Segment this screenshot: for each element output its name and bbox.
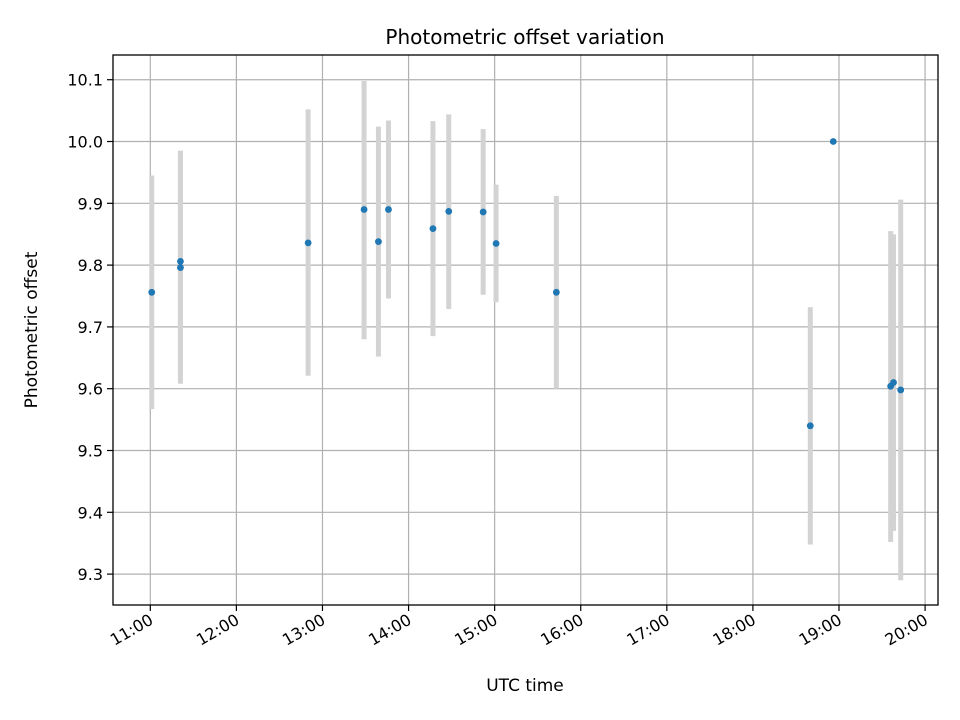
y-tick-label: 9.4 — [78, 503, 103, 522]
data-point — [177, 258, 184, 265]
data-point — [479, 208, 487, 216]
data-point — [897, 386, 905, 394]
x-tick-label: 13:00 — [279, 610, 328, 650]
y-tick-label: 10.1 — [67, 71, 103, 90]
data-point — [806, 422, 814, 430]
y-tick-label: 10.0 — [67, 133, 103, 152]
data-point — [375, 238, 382, 246]
x-tick-label: 12:00 — [193, 610, 242, 650]
y-axis-ticks: 9.3 9.4 9.5 9.6 9.7 9.8 9.9 10.0 10.1 — [67, 71, 113, 584]
data-point — [148, 288, 156, 296]
x-tick-label: 14:00 — [365, 610, 414, 650]
x-tick-label: 19:00 — [796, 610, 845, 650]
y-tick-label: 9.9 — [78, 194, 103, 213]
x-axis-label: UTC time — [486, 676, 564, 696]
data-point — [429, 225, 437, 233]
x-tick-label: 18:00 — [709, 610, 758, 650]
y-tick-label: 9.8 — [78, 256, 103, 275]
data-point — [552, 288, 560, 296]
y-axis-label: Photometric offset — [22, 251, 42, 408]
y-tick-label: 9.6 — [78, 380, 103, 399]
x-tick-label: 16:00 — [537, 610, 586, 650]
x-tick-label: 17:00 — [623, 610, 672, 650]
data-point — [890, 379, 897, 386]
x-axis-ticks: 11:00 12:00 13:00 14:00 15:00 16:00 17:00 18:00… — [107, 605, 931, 650]
x-tick-label: 11:00 — [107, 610, 156, 650]
data-point — [360, 206, 368, 213]
data-point — [304, 239, 312, 247]
y-tick-label: 9.5 — [78, 442, 103, 461]
x-tick-label: 15:00 — [451, 610, 500, 650]
data-point — [492, 240, 500, 247]
chart-title: Photometric offset variation — [385, 25, 664, 49]
data-point — [385, 206, 392, 213]
data-point — [829, 138, 837, 145]
data-points — [148, 138, 905, 430]
data-point — [177, 264, 184, 271]
error-bars — [149, 80, 904, 581]
y-tick-label: 9.7 — [78, 318, 103, 337]
data-point — [445, 207, 453, 215]
y-tick-label: 9.3 — [78, 565, 103, 584]
grid — [113, 55, 938, 605]
x-tick-label: 20:00 — [882, 610, 931, 650]
plot-frame — [112, 54, 939, 606]
